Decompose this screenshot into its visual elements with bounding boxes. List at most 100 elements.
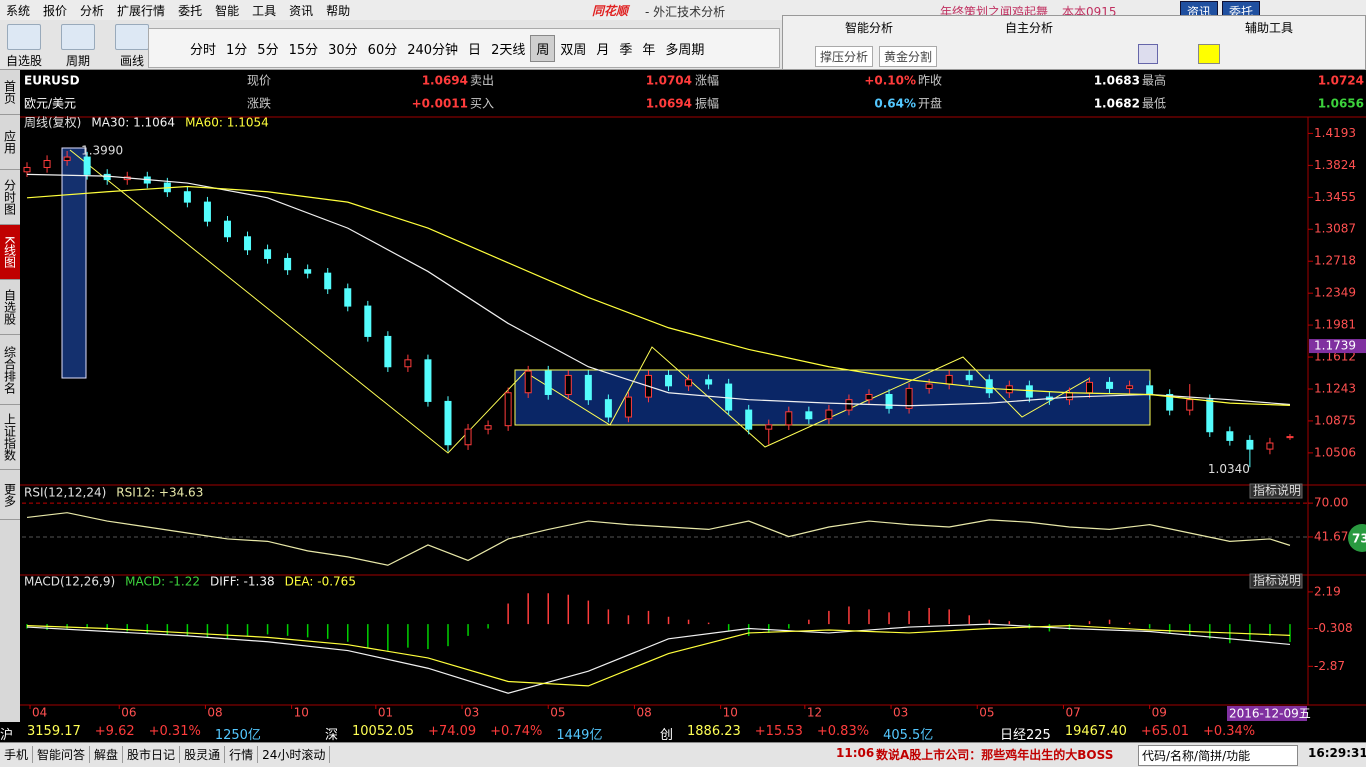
status-tab[interactable]: 行情 (225, 746, 259, 763)
y-tick-label: 1.3455 (1314, 190, 1356, 204)
y-tick-label: 1.1612 (1314, 350, 1356, 364)
menu-item[interactable]: 工具 (252, 3, 277, 18)
help-button[interactable] (1249, 483, 1303, 499)
period-button[interactable]: 双周 (560, 42, 587, 58)
menu-item[interactable]: 智能 (215, 3, 240, 18)
help-text[interactable]: 指标说明 (1253, 573, 1301, 588)
tool[interactable]: 周期 (58, 24, 98, 69)
status-tab[interactable]: 股灵通 (180, 746, 226, 763)
tool-label[interactable]: 自选股 (5, 54, 42, 68)
period-button[interactable]: 15分 (288, 42, 319, 58)
side-tab[interactable]: 分时图 (0, 170, 20, 225)
help-button[interactable] (1249, 573, 1303, 589)
panel-header[interactable]: 辅助工具 (1245, 21, 1294, 35)
drawn-zigzag[interactable] (69, 149, 1091, 454)
help-text[interactable]: 指标说明 (1253, 483, 1301, 498)
tool-label[interactable]: 画线 (119, 54, 144, 68)
tool[interactable]: 自选股 (4, 24, 44, 69)
period-button[interactable]: 季 (619, 42, 633, 58)
drawn-box[interactable] (61, 147, 87, 379)
index-field: +0.31% (148, 724, 201, 739)
quote-value: 1.0683 (1094, 74, 1140, 88)
menu-item[interactable]: 扩展行情 (117, 3, 166, 18)
tool-icon[interactable] (1138, 44, 1158, 64)
annotation: 1.0340 (1208, 462, 1250, 476)
menu-item[interactable]: 分析 (80, 3, 105, 18)
period-button[interactable]: 240分钟 (407, 42, 459, 58)
period-button[interactable]: 1分 (226, 42, 248, 58)
panel-header[interactable]: 自主分析 (1005, 21, 1054, 35)
side-tab[interactable]: 自选股 (0, 280, 20, 335)
tool-label[interactable]: 周期 (65, 54, 90, 68)
period-button[interactable]: 分时 (190, 42, 217, 58)
period-button[interactable]: 周 (530, 34, 556, 62)
panel-header[interactable]: 智能分析 (845, 21, 894, 35)
tool[interactable]: 画线 (112, 24, 152, 69)
status-tab[interactable]: 股市日记 (123, 746, 181, 763)
candle-body (1086, 381, 1094, 394)
y-tick-label: -2.87 (1314, 659, 1345, 673)
smart-button[interactable]: 黄金分割 (879, 46, 938, 67)
period-button[interactable]: 日 (468, 42, 482, 58)
smart-button[interactable]: 撑压分析 (815, 46, 874, 67)
side-tab[interactable]: 应用 (0, 115, 20, 170)
period-button[interactable]: 多周期 (665, 42, 705, 58)
status-tab[interactable]: 智能问答 (33, 746, 91, 763)
panel-legend: MACD(12,26,9) (24, 575, 115, 589)
x-tick-label: 05 (979, 706, 994, 720)
panel-legend: MA30: 1.1064 (91, 116, 175, 130)
status-tab[interactable]: 手机 (0, 746, 34, 763)
y-tick-label: 1.1243 (1314, 382, 1356, 396)
price-tag-text: 1.1739 (1314, 339, 1356, 353)
index-field: +74.09 (428, 724, 477, 739)
index-field: +0.34% (1202, 724, 1256, 739)
news[interactable]: 数说A股上市公司：那些鸡年出生的大BOSS (876, 748, 1114, 762)
candle-body (905, 387, 913, 409)
index-group: 创 1886.23 +15.53 +0.83% 405.5亿 (660, 724, 933, 743)
candle-body (344, 288, 352, 307)
tool-icon[interactable] (7, 24, 41, 50)
period-button[interactable]: 2天线 (491, 42, 526, 58)
side-tab[interactable]: 上证指数 (0, 405, 20, 470)
color-picker[interactable] (1198, 44, 1220, 64)
status-tab[interactable]: 解盘 (90, 746, 124, 763)
x-tick-label: 05 (550, 706, 565, 720)
period-button[interactable]: 年 (642, 42, 656, 58)
side-tab[interactable]: 首页 (0, 70, 20, 115)
index-field: 405.5亿 (883, 728, 934, 743)
search-box[interactable]: 代码/名称/简拼/功能 (1138, 745, 1298, 766)
menu-item[interactable]: 系统 (6, 3, 31, 18)
period-bar: 分时 1分 5分 15分 30分 60分 240分钟日 2天线周双周月季年多周期 (148, 28, 780, 68)
period-button[interactable]: 月 (596, 42, 610, 58)
price-tag (1309, 339, 1366, 354)
brand: 同花顺 (592, 4, 629, 18)
candle-body (825, 409, 833, 420)
status-tab[interactable]: 24小时滚动 (258, 746, 331, 763)
panel-legend: RSI(12,12,24) (24, 486, 106, 500)
side-tab[interactable]: K线图 (0, 225, 20, 280)
candle-body (785, 411, 793, 426)
candle-body (945, 374, 953, 385)
menu-item[interactable]: 资讯 (289, 3, 314, 18)
period-button[interactable]: 60分 (367, 42, 398, 58)
menu-item[interactable]: 委托 (178, 3, 203, 18)
candle-body (83, 156, 91, 175)
quote-value: 0.64% (874, 97, 916, 111)
candle-body (665, 374, 673, 387)
x-tick-label: 04 (32, 706, 47, 720)
index-field: +9.62 (94, 724, 135, 739)
side-tab[interactable]: 综合排名 (0, 335, 20, 405)
period-button[interactable]: 5分 (257, 42, 279, 58)
menu-item[interactable]: 帮助 (326, 3, 351, 18)
period-button[interactable]: 30分 (328, 42, 358, 58)
tool-icon[interactable] (61, 24, 95, 50)
panel-legend: MACD: -1.22 (125, 575, 200, 589)
side-tab[interactable]: 更多 (0, 470, 20, 520)
badge-text[interactable]: 73 (1352, 532, 1366, 546)
quote-value: +0.0011 (412, 97, 468, 111)
tool-icon[interactable] (115, 24, 149, 50)
candle-body (564, 374, 572, 395)
badge[interactable] (1348, 524, 1366, 552)
menu-item[interactable]: 报价 (43, 3, 68, 18)
